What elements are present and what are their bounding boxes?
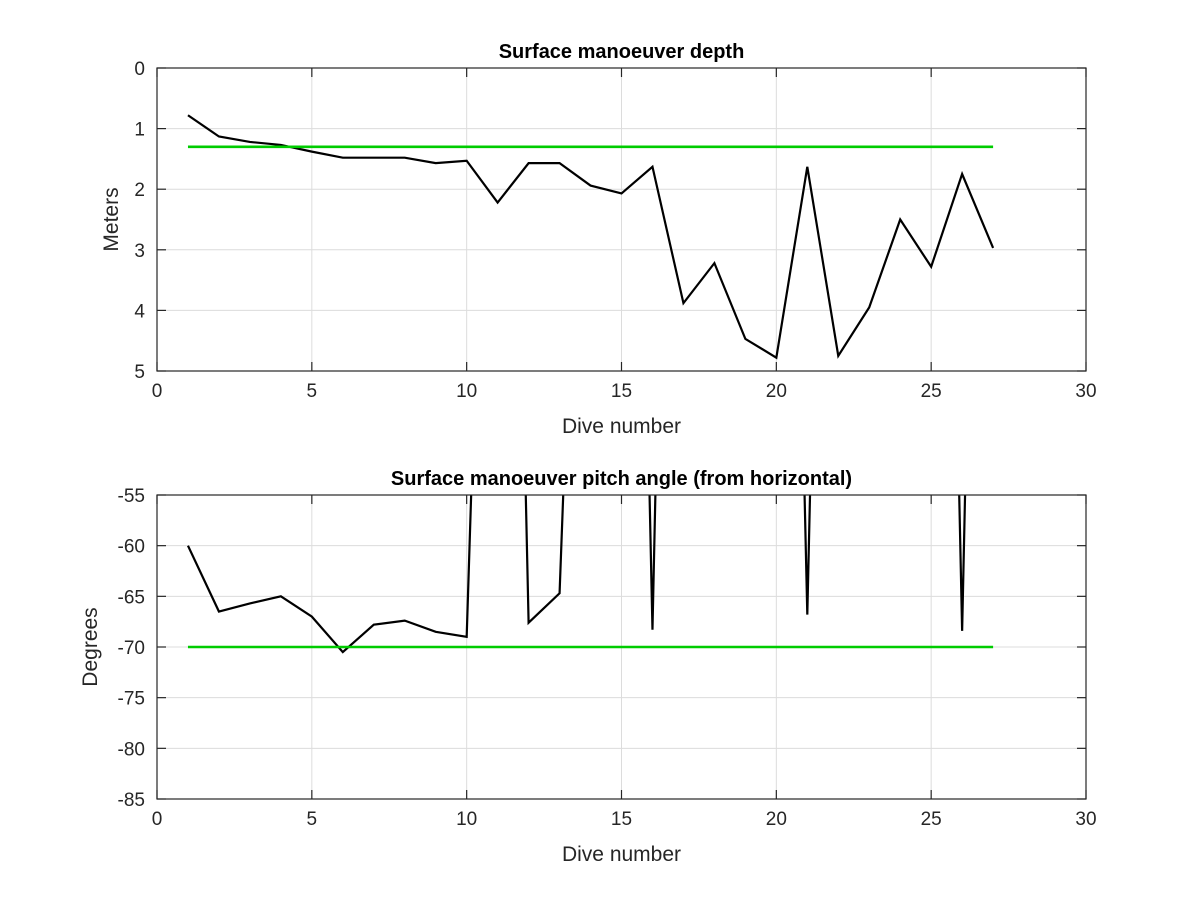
chart-2-x-axis-label: Dive number [562, 843, 681, 866]
chart-1-y-tick-label: 5 [134, 362, 145, 383]
chart-2-y-tick-label: -70 [118, 638, 145, 659]
chart-1-x-tick-label: 5 [307, 381, 318, 402]
chart-1-title: Surface manoeuver depth [499, 41, 745, 63]
chart-2-title: Surface manoeuver pitch angle (from hori… [391, 468, 852, 490]
chart-2-x-tick-label: 10 [456, 809, 477, 830]
chart-1-y-tick-label: 1 [134, 120, 145, 141]
chart-2-x-tick-label: 25 [921, 809, 942, 830]
chart-2-y-tick-label: -60 [118, 537, 145, 558]
chart-1-x-tick-label: 15 [611, 381, 632, 402]
chart-1-y-tick-label: 3 [134, 241, 145, 262]
chart-2-series-line-1 [186, 495, 967, 654]
chart-1-x-tick-label: 25 [921, 381, 942, 402]
chart-1-y-tick-label: 4 [134, 301, 145, 322]
chart-1-x-axis-label: Dive number [562, 415, 681, 438]
chart-2-x-tick-label: 0 [152, 809, 163, 830]
chart-2-series [186, 495, 994, 654]
chart-1-y-tick-label: 0 [134, 59, 145, 80]
chart-1-y-tick-label: 2 [134, 180, 145, 201]
chart-2-y-tick-label: -85 [118, 790, 145, 811]
chart-2-y-tick-label: -55 [118, 486, 145, 507]
chart-1-x-tick-label: 30 [1075, 381, 1096, 402]
chart-1-y-axis-label: Meters [100, 187, 123, 251]
chart-1-x-tick-label: 20 [766, 381, 787, 402]
chart-1-x-tick-label: 10 [456, 381, 477, 402]
chart-2-x-tick-label: 5 [307, 809, 318, 830]
chart-2-y-axis-label: Degrees [79, 607, 102, 686]
chart-2-y-tick-label: -75 [118, 689, 145, 710]
chart-1-x-tick-label: 0 [152, 381, 163, 402]
chart-2-x-tick-label: 15 [611, 809, 632, 830]
chart-2-x-tick-label: 30 [1075, 809, 1096, 830]
chart-2-y-tick-label: -65 [118, 587, 145, 608]
chart-2-x-tick-label: 20 [766, 809, 787, 830]
chart-2: 0 5 10 15 20 25 30 -55 -60 -65 -70 -75 -80 -85 Surface… [79, 468, 1097, 866]
chart-1-series-line-1 [187, 114, 995, 360]
chart-2-y-tick-label: -80 [118, 739, 145, 760]
chart-1-series [187, 114, 995, 360]
